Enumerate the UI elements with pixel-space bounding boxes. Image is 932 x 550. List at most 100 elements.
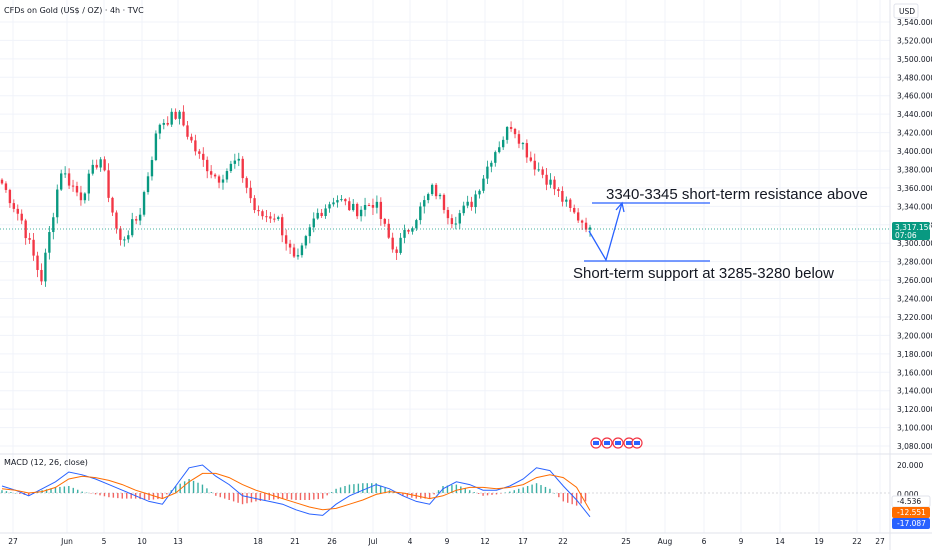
time-tick-label: 22 xyxy=(558,537,568,546)
candle xyxy=(549,173,552,189)
histogram-bar xyxy=(268,493,270,500)
candle xyxy=(336,195,339,208)
candle xyxy=(221,174,225,190)
us-flag-event-icon[interactable] xyxy=(631,437,643,449)
time-axis[interactable]: 27 Jun 5 10 13 18 21 26 Jul 4 9 12 17 22 25 Aug 6 9 14 19 22… xyxy=(8,537,885,546)
candle xyxy=(40,263,43,285)
symbol-title[interactable]: CFDs on Gold (US$ / OZ) · 4h · TVC xyxy=(4,6,144,15)
candle xyxy=(71,179,75,192)
histogram-bar xyxy=(433,493,435,495)
candle xyxy=(533,153,536,176)
candle xyxy=(296,248,300,260)
histogram-bar xyxy=(375,483,377,493)
candle xyxy=(166,116,169,127)
signal-value: -12.551 xyxy=(897,508,926,517)
candle xyxy=(509,121,513,132)
histogram-bar xyxy=(224,493,226,499)
candle xyxy=(430,183,434,196)
candle xyxy=(312,212,315,233)
us-flag-event-icon[interactable] xyxy=(612,437,624,449)
support-label: Short-term support at 3285-3280 below xyxy=(573,265,834,282)
histogram-bar xyxy=(371,483,373,493)
candle xyxy=(174,108,177,120)
candle xyxy=(505,126,509,144)
time-tick-label: 18 xyxy=(253,537,263,546)
time-tick-label: 5 xyxy=(102,537,107,546)
histogram-bar xyxy=(553,493,556,494)
time-tick-label: 27 xyxy=(875,537,885,546)
candle xyxy=(537,162,540,172)
candle xyxy=(415,218,418,231)
candle xyxy=(525,139,529,163)
time-tick-label: Jun xyxy=(60,537,73,546)
price-tick-label: 3,540.000 xyxy=(897,18,932,27)
time-tick-label: 9 xyxy=(445,537,450,546)
histogram-bar xyxy=(139,493,141,500)
candle xyxy=(241,156,244,183)
histogram-bar xyxy=(1,490,3,493)
histogram-bar xyxy=(259,493,262,501)
histogram-bar xyxy=(580,493,582,504)
time-tick-label: 14 xyxy=(775,537,785,546)
candle xyxy=(395,246,398,260)
price-tick-label: 3,460.000 xyxy=(897,92,932,101)
time-tick-label: 26 xyxy=(327,537,337,546)
histogram-bar xyxy=(215,493,217,496)
histogram-bar xyxy=(246,493,248,504)
macd-tick-0: 0.000 xyxy=(897,490,919,499)
price-tick-label: 3,180.000 xyxy=(897,350,932,359)
candle xyxy=(288,239,292,255)
us-flag-event-icon[interactable] xyxy=(590,437,602,449)
candle xyxy=(237,152,240,167)
histogram-bar xyxy=(455,484,458,493)
candle xyxy=(324,204,327,219)
candle xyxy=(123,236,126,247)
price-tick-label: 3,280.000 xyxy=(897,258,932,267)
candle xyxy=(158,123,162,140)
projection-path[interactable] xyxy=(588,202,623,262)
candle xyxy=(4,181,8,193)
candle xyxy=(427,192,430,204)
candle xyxy=(565,196,568,207)
histogram-bar xyxy=(420,493,422,499)
candle xyxy=(142,190,146,217)
candle xyxy=(375,195,379,214)
candle xyxy=(95,159,98,170)
candle xyxy=(12,199,16,213)
candle xyxy=(529,151,532,163)
histogram-bar xyxy=(77,489,79,493)
candle xyxy=(154,130,158,162)
candle xyxy=(541,166,544,179)
us-flag-event-icon[interactable] xyxy=(601,437,613,449)
candle xyxy=(63,166,67,178)
histogram-bar xyxy=(148,493,150,500)
candle xyxy=(127,230,130,243)
histogram-bar xyxy=(344,486,346,493)
candle xyxy=(340,195,343,202)
candle xyxy=(501,136,505,150)
candle xyxy=(91,159,94,176)
histogram-bar xyxy=(500,493,502,494)
histogram-bar xyxy=(103,493,106,497)
price-tick-label: 3,380.000 xyxy=(897,165,932,174)
histogram-bar xyxy=(317,493,319,500)
histogram-bar xyxy=(197,482,199,493)
candle xyxy=(32,233,35,261)
economic-event-icons[interactable] xyxy=(590,437,643,449)
signal-line xyxy=(1,472,591,511)
candle xyxy=(48,226,51,260)
histogram-bar xyxy=(567,493,569,503)
histogram-bar xyxy=(522,487,524,493)
candle xyxy=(569,198,572,212)
price-tick-label: 3,260.000 xyxy=(897,276,932,285)
candle xyxy=(383,217,386,227)
candle xyxy=(111,196,114,216)
macd-title[interactable]: MACD (12, 26, close) xyxy=(4,458,88,467)
candle xyxy=(87,169,91,201)
histogram-bar xyxy=(99,493,101,496)
histogram-bar xyxy=(571,493,573,505)
histogram-bar xyxy=(437,490,440,493)
candle xyxy=(284,229,288,251)
currency-box[interactable] xyxy=(893,3,919,19)
